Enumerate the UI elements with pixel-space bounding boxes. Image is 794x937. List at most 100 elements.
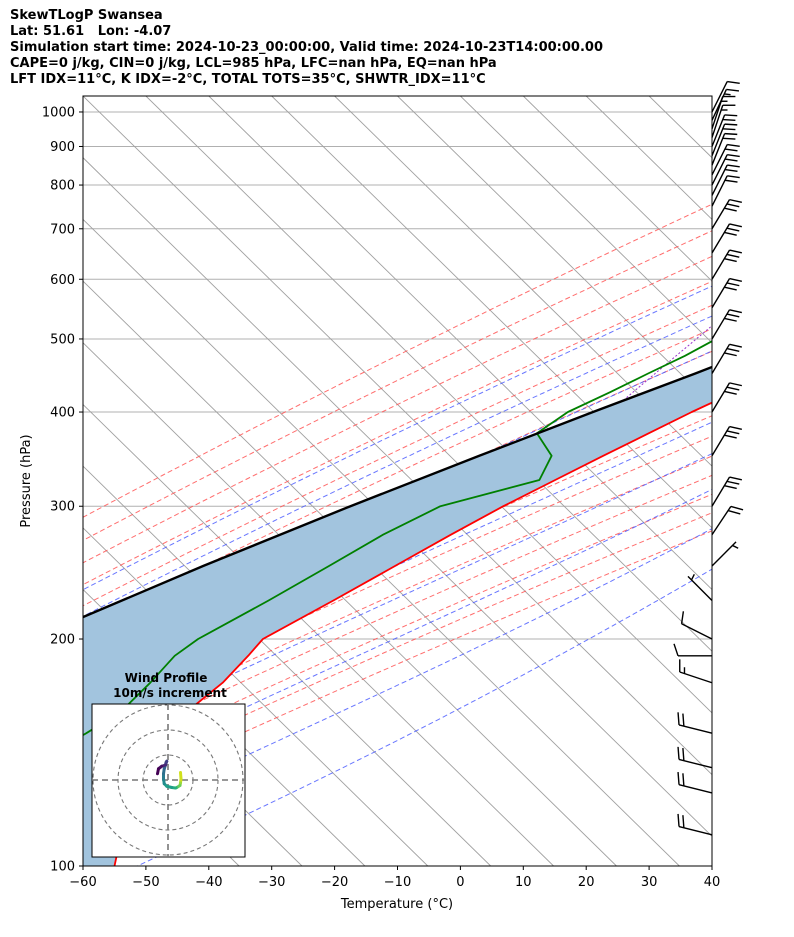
wind-barb xyxy=(679,659,713,684)
isotherm-line xyxy=(711,96,712,97)
hodograph-subtitle: 10m/s increment xyxy=(113,686,227,700)
wind-barb xyxy=(711,132,738,166)
wind-barb xyxy=(677,712,713,734)
wind-barb xyxy=(711,153,740,186)
isotherm-line xyxy=(775,96,794,866)
wind-barb xyxy=(711,95,736,129)
isotherm-line xyxy=(208,96,712,591)
dry-adiabat-line xyxy=(83,304,712,607)
isotherm-line xyxy=(585,96,712,221)
moist-adiabat-line xyxy=(83,285,712,591)
x-axis-label: Temperature (°C) xyxy=(340,897,453,912)
dry-adiabat-line xyxy=(83,530,712,807)
wind-barb xyxy=(711,198,742,230)
y-tick-label: 600 xyxy=(50,273,75,288)
dry-adiabat-line xyxy=(83,455,712,740)
title-line-2: Lat: 51.61 Lon: -4.07 xyxy=(10,24,172,39)
x-tick-label: −50 xyxy=(132,875,159,890)
wind-barb xyxy=(680,611,713,640)
wind-barb xyxy=(711,343,742,374)
cape-area-layer xyxy=(83,366,712,866)
wind-barb xyxy=(711,175,740,207)
moist-adiabat-line xyxy=(83,528,712,832)
wind-barb xyxy=(677,772,713,794)
wind-barbs-layer xyxy=(673,80,744,836)
y-axis-label: Pressure (hPa) xyxy=(19,434,34,527)
profile-lines-layer xyxy=(83,340,712,866)
x-tick-label: −40 xyxy=(195,875,222,890)
wind-barb xyxy=(673,643,712,657)
wind-barb xyxy=(711,277,742,309)
title-line-1: SkewTLogP Swansea xyxy=(10,8,163,23)
y-tick-label: 200 xyxy=(50,633,75,648)
y-tick-label: 100 xyxy=(50,860,75,875)
y-tick-label: 400 xyxy=(50,406,75,421)
wind-barb xyxy=(711,541,739,567)
wind-barb xyxy=(711,309,742,340)
wind-barb xyxy=(677,813,713,836)
moist-adiabat-line xyxy=(83,421,712,715)
dry-adiabat-line xyxy=(83,255,712,564)
wind-barb xyxy=(711,476,742,507)
isotherm-line xyxy=(83,403,554,866)
y-tick-label: 800 xyxy=(50,179,75,194)
dry-adiabat-line xyxy=(83,328,712,627)
dry-adiabat-line xyxy=(83,493,712,775)
dry-adiabat-line xyxy=(83,280,712,586)
isotherm-line xyxy=(271,96,712,529)
y-tick-label: 900 xyxy=(50,140,75,155)
moist-adiabat-line xyxy=(83,315,712,617)
x-tick-label: −60 xyxy=(69,875,96,890)
wind-barb xyxy=(711,164,740,196)
x-tick-label: −10 xyxy=(384,875,411,890)
x-tick-label: −20 xyxy=(321,875,348,890)
wind-barb xyxy=(711,104,736,138)
wind-barb xyxy=(711,249,742,280)
x-tick-label: 20 xyxy=(578,875,595,890)
y-tick-label: 1000 xyxy=(42,105,75,120)
hodograph-plot xyxy=(92,704,245,857)
wind-barb xyxy=(677,746,713,769)
wind-barb xyxy=(687,573,713,601)
title-line-5: LFT IDX=11°C, K IDX=-2°C, TOTAL TOTS=35°… xyxy=(10,72,486,87)
title-line-3: Simulation start time: 2024-10-23_00:00:… xyxy=(10,40,603,55)
wind-barb xyxy=(711,80,740,113)
hodograph-inset: Wind Profile 10m/s increment xyxy=(91,671,246,858)
isotherm-line xyxy=(334,96,712,467)
hodograph-title: Wind Profile xyxy=(125,671,208,685)
y-tick-label: 700 xyxy=(50,222,75,237)
isotherm-line xyxy=(460,96,712,344)
isotherm-line xyxy=(83,465,492,866)
y-tick-label: 500 xyxy=(50,332,75,347)
temperature-profile-line xyxy=(113,401,712,866)
isotherm-line xyxy=(522,96,712,282)
mixing-ratio-line xyxy=(609,325,712,413)
x-tick-label: 40 xyxy=(704,875,721,890)
x-tick-label: 30 xyxy=(641,875,658,890)
wind-barb xyxy=(711,382,742,413)
x-tick-label: 0 xyxy=(456,875,464,890)
isotherm-line xyxy=(83,218,712,837)
mixing-ratio-line xyxy=(690,393,712,413)
wind-barb xyxy=(711,88,740,121)
wind-barb xyxy=(711,223,742,254)
wind-barb xyxy=(711,425,742,457)
moist-adiabat-line xyxy=(83,488,712,785)
isotherm-line xyxy=(397,96,712,406)
cin-shaded-area xyxy=(83,366,712,866)
dewpoint-profile-line xyxy=(83,340,712,737)
x-tick-label: −30 xyxy=(258,875,285,890)
dry-adiabat-line xyxy=(83,512,712,791)
chart-title-block: SkewTLogP Swansea Lat: 51.61 Lon: -4.07 Si… xyxy=(10,8,603,88)
isotherm-line xyxy=(83,280,680,866)
wind-barb xyxy=(711,505,744,536)
x-tick-label: 10 xyxy=(515,875,532,890)
wind-barb xyxy=(711,143,740,176)
y-tick-label: 300 xyxy=(50,500,75,515)
title-line-4: CAPE=0 j/kg, CIN=0 j/kg, LCL=985 hPa, LF… xyxy=(10,56,497,71)
parcel-profile-line xyxy=(83,365,712,619)
wind-barb xyxy=(711,114,738,147)
wind-barb xyxy=(711,123,738,156)
axis-ticks-layer: −60 −50 −40 −30 −20 −10 0 10 20 30 40 100 200 300 400 5… xyxy=(42,105,720,890)
